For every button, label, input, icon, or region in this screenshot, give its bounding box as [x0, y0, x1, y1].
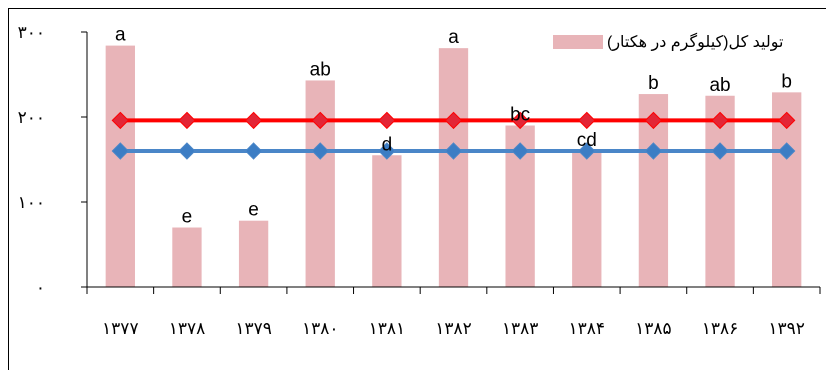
series-point — [444, 142, 463, 160]
y-tick-label: ۲۰۰ — [18, 108, 45, 127]
bar — [572, 151, 602, 287]
labels-group: ۰ ۱۰۰ ۲۰۰ ۳۰۰ ۱۳۷۷ ۱۳۷۸ ۱۳۷۹ ۱۳۸۰ ۱۳۸۱ ۱۳۸۲ ۱۳۸۳ ۱۳… — [18, 23, 805, 338]
x-tick-label: ۱۳۸۵ — [635, 319, 672, 338]
bar — [305, 80, 335, 287]
chart-border — [8, 8, 826, 370]
series-point — [578, 142, 596, 160]
x-tick-label: ۱۳۸۲ — [435, 319, 472, 338]
data-label: b — [781, 71, 792, 92]
axes-group — [81, 31, 821, 294]
data-label: bc — [510, 105, 530, 126]
series-point — [511, 142, 529, 160]
series-point — [378, 142, 396, 160]
bar — [372, 155, 402, 287]
data-label: a — [115, 25, 126, 46]
y-tick-label: ۳۰۰ — [18, 23, 45, 42]
bar — [438, 48, 469, 288]
y-tick-label: ۰ — [36, 278, 45, 297]
legend: تولید کل(کیلوگرم در هکتار) — [553, 32, 783, 52]
series-point — [644, 142, 663, 160]
x-tick-label: ۱۳۷۸ — [169, 319, 206, 338]
y-tick-label: ۱۰۰ — [18, 193, 45, 212]
data-label: ab — [709, 75, 730, 96]
series-point — [378, 111, 396, 130]
series-point — [711, 142, 729, 160]
x-tick-label: ۱۳۸۶ — [702, 319, 739, 338]
bar — [238, 220, 269, 287]
x-tick-label: ۱۳۸۱ — [369, 319, 406, 338]
series-point — [311, 142, 329, 160]
series-point — [444, 111, 463, 130]
series-point — [178, 142, 196, 160]
x-tick-label: ۱۳۸۴ — [569, 319, 606, 338]
series-point — [244, 111, 263, 130]
series-point — [311, 111, 329, 130]
series-point — [777, 111, 796, 130]
series-point — [111, 111, 130, 130]
series-point — [644, 111, 663, 130]
series-point — [244, 142, 263, 160]
data-label: e — [248, 200, 259, 221]
lines-group — [111, 111, 796, 160]
data-label: a — [448, 27, 459, 48]
series-point — [111, 142, 130, 160]
data-label: ab — [310, 59, 331, 80]
x-tick-label: ۱۳۸۳ — [502, 319, 539, 338]
x-tick-label: ۱۳۷۷ — [102, 319, 139, 338]
x-tick-label: ۱۳۸۰ — [302, 319, 339, 338]
x-tick-label: ۱۳۹۲ — [768, 319, 805, 338]
series-point — [777, 142, 796, 160]
x-tick-label: ۱۳۷۹ — [235, 319, 272, 338]
data-label: cd — [577, 130, 597, 151]
legend-swatch — [553, 35, 603, 49]
series-point — [178, 111, 196, 130]
data-label: b — [648, 73, 659, 94]
bars-group — [105, 45, 802, 288]
legend-label: تولید کل(کیلوگرم در هکتار) — [607, 32, 783, 52]
series-point — [511, 111, 529, 130]
data-label: d — [382, 134, 393, 155]
series-point — [711, 111, 729, 130]
series-point — [578, 111, 596, 130]
bar — [105, 45, 135, 287]
data-label: e — [182, 207, 193, 228]
bar — [172, 227, 202, 287]
